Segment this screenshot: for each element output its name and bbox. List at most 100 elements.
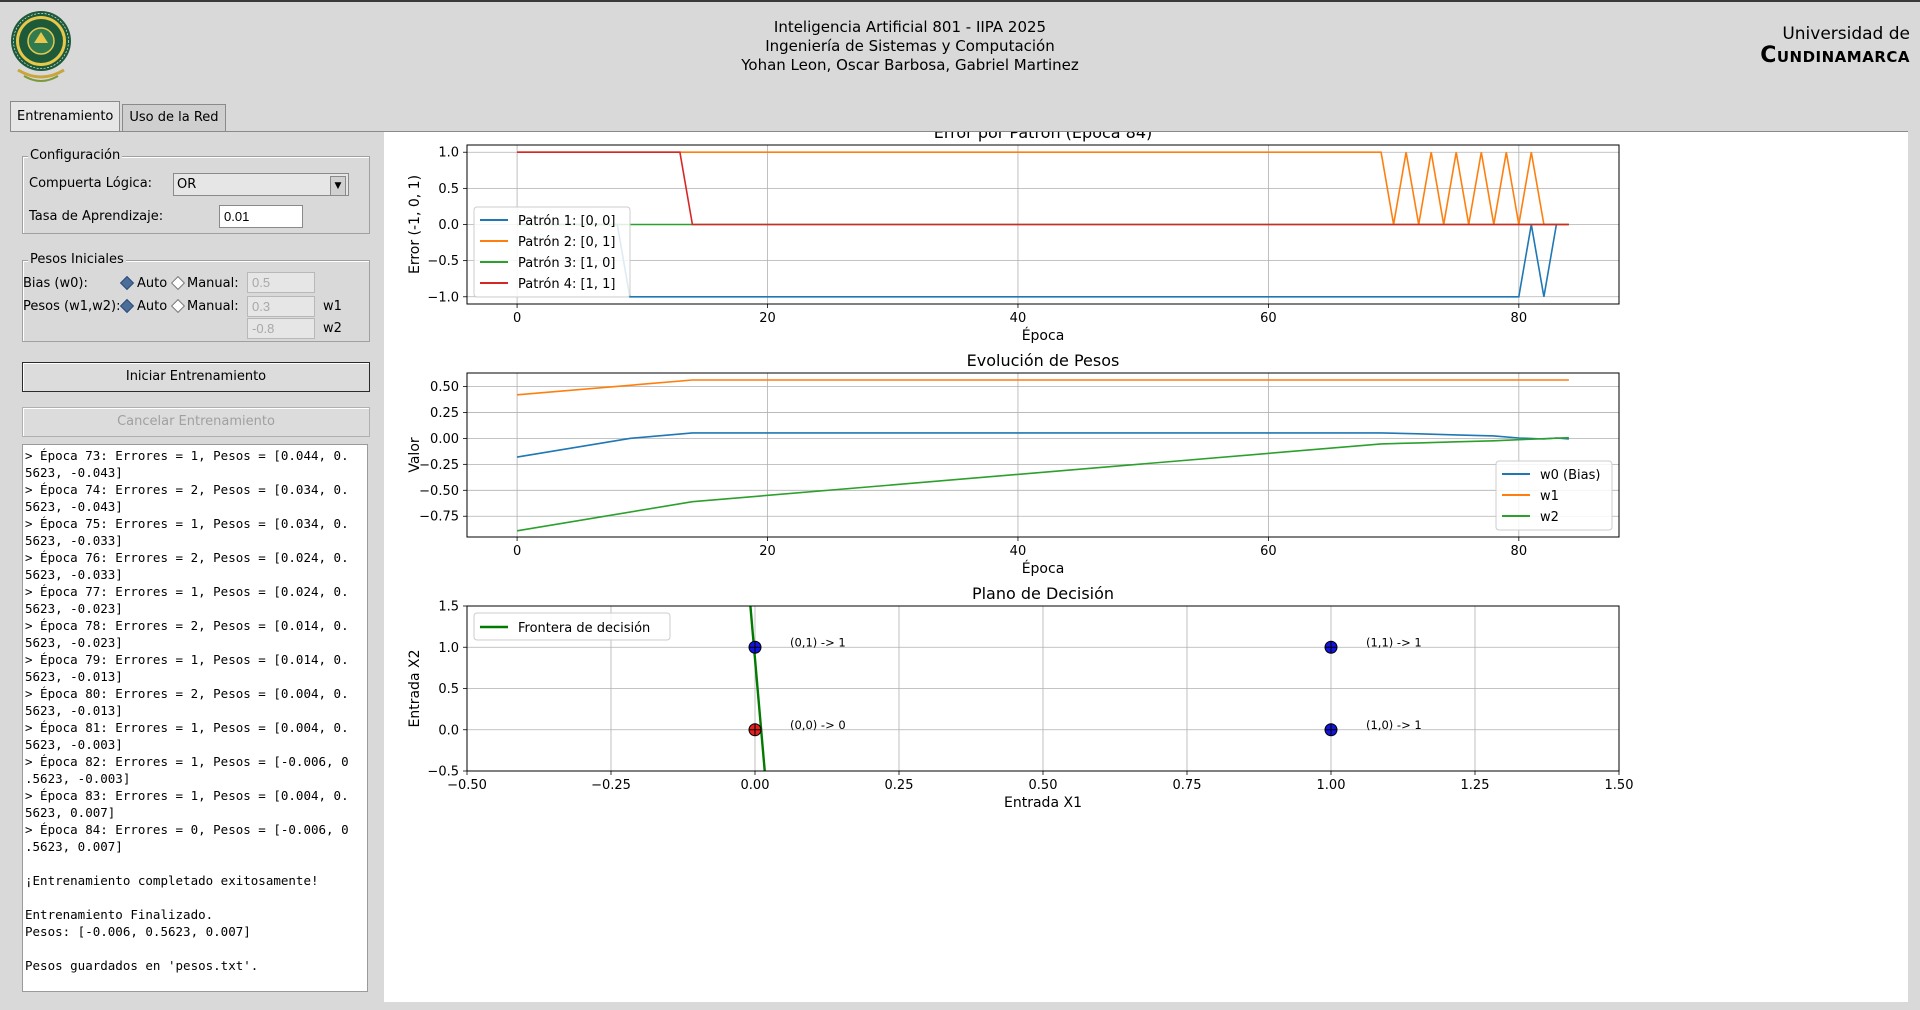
chevron-down-icon[interactable]: ▼	[330, 176, 346, 196]
axes-frame	[466, 144, 1620, 305]
y-tick-label: 0.50	[430, 380, 459, 395]
log-line: > Época 84: Errores = 0, Pesos = [-0.006…	[25, 822, 349, 837]
learning-rate-input[interactable]	[219, 205, 303, 228]
legend-label: w1	[1540, 489, 1559, 504]
y-tick-label: 0.0	[438, 723, 459, 738]
pesos-label: Pesos (w1,w2):	[23, 299, 121, 314]
y-tick-label: 0.5	[438, 182, 459, 197]
x-tick-label: 40	[1010, 544, 1027, 559]
axes-frame	[466, 605, 1620, 772]
bias-manual-radio[interactable]	[170, 275, 186, 291]
log-line	[25, 855, 367, 872]
cancel-training-button[interactable]: Cancelar Entrenamiento	[22, 407, 370, 437]
bias-auto-radio[interactable]	[119, 275, 135, 291]
x-tick-label: −0.25	[591, 778, 631, 793]
w2-manual-input[interactable]	[247, 318, 315, 339]
gate-label: Compuerta Lógica:	[29, 176, 153, 191]
log-line: 5623, 0.007]	[25, 805, 116, 820]
axes-frame	[466, 372, 1620, 538]
chart-title: Plano de Decisión	[972, 584, 1114, 603]
x-tick-label: 20	[759, 544, 776, 559]
legend-label: Frontera de decisión	[518, 621, 650, 636]
log-line: 5623, -0.043]	[25, 465, 123, 480]
log-line: 5623, -0.023]	[25, 635, 123, 650]
legend-label: Patrón 1: [0, 0]	[518, 214, 615, 229]
y-tick-label: 0.25	[430, 406, 459, 421]
brand-line1: Universidad de	[1782, 24, 1910, 44]
y-tick-label: −0.5	[427, 254, 459, 269]
log-line: > Época 74: Errores = 2, Pesos = [0.034,…	[25, 482, 349, 497]
y-tick-label: 1.5	[438, 600, 459, 615]
x-axis-label: Entrada X1	[1004, 795, 1082, 811]
log-line: .5623, 0.007]	[25, 839, 123, 854]
series-line-2	[517, 379, 1569, 396]
pesos-manual-radio[interactable]	[170, 298, 186, 314]
x-tick-label: 0.75	[1173, 778, 1202, 793]
legend-label: w0 (Bias)	[1540, 468, 1600, 483]
charts-svg: 0 20 40 60 80 −1.0 −0.5 0.0 0.5 1.0 Error por Patr…	[407, 132, 1633, 811]
x-tick-label: −0.50	[447, 778, 487, 793]
log-line: > Época 80: Errores = 2, Pesos = [0.004,…	[25, 686, 349, 701]
start-training-button[interactable]: Iniciar Entrenamiento	[22, 362, 370, 392]
university-brand-logo: Universidad de Cundinamarca	[1740, 24, 1910, 68]
log-line	[25, 889, 367, 906]
y-tick-label: 0.00	[430, 432, 459, 447]
x-tick-label: 1.00	[1317, 778, 1346, 793]
tab-entrenamiento[interactable]: Entrenamiento	[10, 101, 121, 132]
gate-select[interactable]: OR ▼	[173, 173, 349, 196]
log-line: Entrenamiento Finalizado.	[25, 907, 214, 922]
bias-auto-label: Auto	[137, 276, 168, 291]
log-line	[25, 940, 367, 957]
legend-box	[473, 612, 671, 641]
log-line: 5623, -0.023]	[25, 601, 123, 616]
lr-label: Tasa de Aprendizaje:	[29, 209, 164, 224]
series-line-1	[516, 432, 1569, 458]
log-line: > Época 83: Errores = 1, Pesos = [0.004,…	[25, 788, 349, 803]
authors: Yohan Leon, Oscar Barbosa, Gabriel Marti…	[741, 56, 1079, 74]
x-tick-label: 0.00	[741, 778, 770, 793]
tab-bar: Entrenamiento Uso de la Red	[10, 101, 228, 132]
legend-box	[1495, 460, 1613, 531]
log-line: 5623, -0.003]	[25, 737, 123, 752]
log-line: Pesos: [-0.006, 0.5623, 0.007]	[25, 924, 251, 939]
university-seal-logo	[10, 10, 72, 86]
training-log[interactable]: > Época 73: Errores = 1, Pesos = [0.044,…	[22, 444, 368, 992]
series-line-3	[516, 436, 1569, 532]
w1-manual-input[interactable]	[247, 296, 315, 317]
x-tick-label: 0.25	[885, 778, 914, 793]
log-line: 5623, -0.043]	[25, 499, 123, 514]
y-axis-label: Error (-1, 0, 1)	[407, 175, 423, 274]
w1-tag: w1	[323, 299, 342, 314]
x-tick-label: 60	[1260, 544, 1277, 559]
y-tick-label: −0.50	[419, 484, 459, 499]
legend-label: Patrón 2: [0, 1]	[518, 235, 615, 250]
gate-select-value: OR	[177, 177, 197, 192]
legend-box	[473, 206, 631, 298]
log-line: .5623, -0.003]	[25, 771, 131, 786]
x-tick-label: 40	[1010, 311, 1027, 326]
pesos-manual-label: Manual:	[187, 299, 239, 314]
pesos-auto-radio[interactable]	[119, 298, 135, 314]
brand-line2: Cundinamarca	[1760, 43, 1910, 68]
y-tick-label: 0.5	[438, 682, 459, 697]
y-tick-label: −0.25	[419, 458, 459, 473]
legend-label: Patrón 4: [1, 1]	[518, 277, 615, 292]
bias-label: Bias (w0):	[23, 276, 88, 291]
log-line: > Época 77: Errores = 1, Pesos = [0.024,…	[25, 584, 349, 599]
y-axis-label: Entrada X2	[407, 650, 423, 728]
log-line: 5623, -0.013]	[25, 703, 123, 718]
bias-manual-input[interactable]	[247, 272, 315, 293]
tab-uso-de-la-red[interactable]: Uso de la Red	[122, 104, 226, 132]
x-tick-label: 80	[1511, 311, 1528, 326]
point-label: (0,1) -> 1	[790, 635, 846, 649]
point-label: (0,0) -> 0	[790, 718, 846, 732]
x-tick-label: 80	[1511, 544, 1528, 559]
log-line: 5623, -0.033]	[25, 533, 123, 548]
log-line: ¡Entrenamiento completado exitosamente!	[25, 873, 319, 888]
log-line: 5623, -0.033]	[25, 567, 123, 582]
x-tick-label: 0	[513, 311, 521, 326]
plots-canvas	[384, 132, 1908, 1002]
y-axis-label: Valor	[407, 437, 423, 473]
x-tick-label: 0	[513, 544, 521, 559]
weights-title: Pesos Iniciales	[28, 252, 126, 267]
